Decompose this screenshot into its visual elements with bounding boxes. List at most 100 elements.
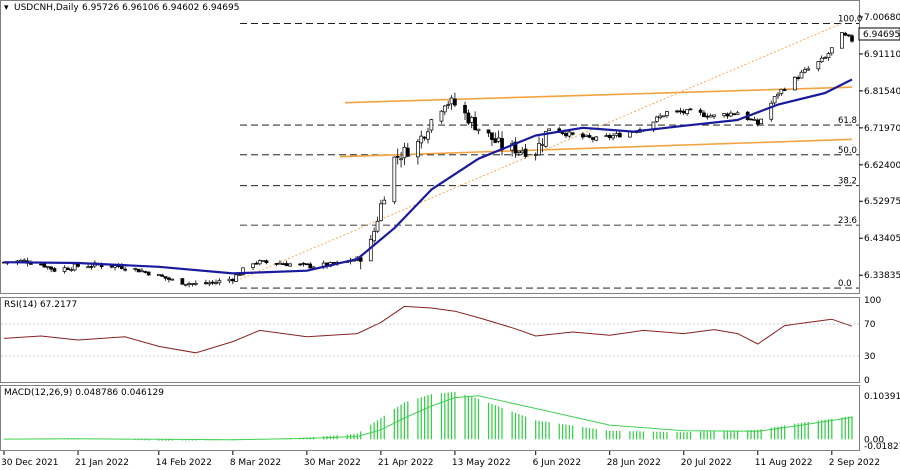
candle-body — [523, 148, 528, 157]
candle-body — [86, 266, 90, 269]
candle-body — [732, 113, 737, 116]
candle-body — [308, 263, 313, 269]
candle-body — [230, 279, 235, 282]
candle-body — [705, 115, 710, 118]
fib-level-label: 50.0 — [838, 146, 857, 156]
candle-body — [759, 118, 763, 124]
date-tick-label: 21 Jan 2022 — [75, 458, 129, 468]
date-tick-label: 8 Mar 2022 — [230, 458, 281, 468]
candle-body — [278, 262, 282, 265]
candle-body — [796, 77, 801, 79]
macd-signal-line — [3, 395, 853, 441]
candle-body — [799, 71, 804, 79]
candle-body — [678, 110, 683, 113]
candle-body — [183, 283, 188, 286]
rsi-tick-label: 100 — [864, 296, 881, 306]
candle-body — [819, 57, 824, 63]
candle-body — [160, 274, 165, 277]
candle-body — [708, 115, 713, 118]
candle-body — [614, 133, 619, 136]
rsi-indicator — [3, 305, 853, 354]
candle-body — [274, 263, 279, 265]
candle-body — [375, 221, 380, 232]
fib-level-label: 0.0 — [838, 279, 852, 289]
rsi-tick-label: 30 — [864, 352, 876, 362]
candle-body — [288, 263, 292, 267]
date-tick-label: 13 May 2022 — [452, 458, 511, 468]
candle-body — [560, 132, 565, 134]
candle-body — [305, 263, 309, 266]
candle-body — [379, 203, 383, 222]
candle-body — [584, 134, 589, 137]
candle-body — [446, 104, 451, 106]
candle-body — [816, 61, 821, 70]
candle-body — [109, 265, 114, 268]
candle-body — [237, 274, 242, 276]
candle-body — [702, 112, 706, 118]
channel-upper-line — [344, 86, 853, 104]
candle-body — [227, 278, 232, 282]
candle-body — [840, 32, 844, 49]
candle-body — [543, 131, 548, 147]
candle-body — [617, 132, 622, 138]
candle-body — [476, 128, 481, 132]
candle-body — [254, 262, 259, 265]
price-panel-frame — [0, 0, 860, 294]
date-tick-label: 30 Dec 2021 — [1, 458, 59, 468]
candle-body — [675, 110, 679, 113]
candle-body — [261, 259, 265, 262]
candle-body — [264, 260, 269, 264]
candle-body — [372, 230, 377, 242]
candle-body — [607, 134, 612, 138]
candle-body — [136, 268, 141, 273]
fib-level-label: 100.0 — [838, 14, 862, 24]
candle-body — [846, 34, 851, 37]
candle-body — [119, 265, 124, 269]
rsi-line — [3, 305, 853, 354]
price-tick-label: 6.52975 — [864, 197, 900, 207]
candle-body — [52, 268, 57, 272]
candle-body — [395, 155, 400, 158]
candle-body — [298, 263, 302, 266]
date-tick-label: 11 Aug 2022 — [755, 458, 813, 468]
price-tick-label: 7.00680 — [864, 13, 900, 23]
date-tick-label: 30 Mar 2022 — [304, 458, 361, 468]
candle-body — [193, 282, 198, 285]
chart-header-icon: ▾ — [4, 3, 9, 13]
candle-body — [752, 119, 757, 121]
candle-body — [490, 132, 494, 140]
candle-body — [42, 263, 47, 268]
price-channel — [339, 86, 853, 158]
date-tick-label: 14 Feb 2022 — [156, 458, 212, 468]
candle-body — [729, 112, 733, 117]
candle-body — [22, 259, 27, 262]
candle-body — [133, 268, 138, 270]
candle-body — [234, 274, 239, 282]
candle-body — [712, 114, 716, 117]
candle-body — [180, 278, 185, 285]
fibonacci-levels: 100.0 61.8 50.0 38.2 23.6 0.0 — [232, 14, 862, 289]
date-tick-label: 21 Apr 2022 — [378, 458, 434, 468]
candle-body — [163, 276, 168, 279]
candle-body — [829, 47, 834, 54]
rsi-panel-frame — [0, 297, 860, 383]
candle-body — [567, 131, 572, 137]
candle-body — [537, 142, 541, 156]
rsi-tick-label: 0 — [864, 376, 870, 386]
candle-body — [214, 282, 218, 284]
candle-body — [251, 263, 255, 268]
candle-body — [803, 69, 807, 73]
candle-body — [69, 269, 74, 271]
candle-body — [382, 199, 387, 205]
candle-body — [422, 136, 427, 139]
fib-level-label: 38.2 — [838, 177, 857, 187]
candle-body — [426, 131, 430, 140]
candle-body — [604, 135, 609, 137]
date-tick-label: 20 Jul 2022 — [681, 458, 732, 468]
candle-body — [776, 93, 780, 97]
macd-tick-label: -0.018278 — [864, 442, 900, 452]
candle-body — [769, 102, 774, 120]
price-tick-label: 6.43405 — [864, 234, 900, 244]
candle-body — [419, 135, 424, 144]
candle-body — [473, 117, 477, 131]
